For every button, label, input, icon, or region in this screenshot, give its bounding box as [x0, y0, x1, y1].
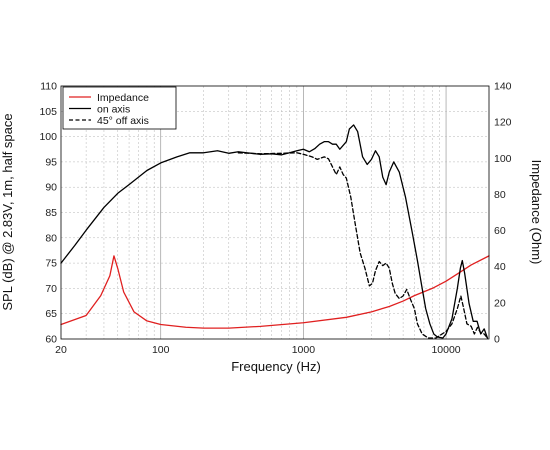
y-left-tick-label: 65 — [45, 308, 57, 320]
y-left-tick-label: 75 — [45, 258, 57, 270]
legend: Impedance on axis 45° off axis — [62, 86, 177, 130]
y-right-tick-label: 20 — [494, 297, 506, 309]
y-right-tick-label: 100 — [494, 153, 512, 165]
y-left-tick-label: 60 — [45, 334, 57, 346]
y-right-tick-labels: 0 20 40 60 80 100 120 140 — [494, 81, 512, 346]
legend-box — [62, 86, 177, 130]
legend-label-impedance: Impedance — [97, 92, 149, 104]
y-right-tick-label: 40 — [494, 261, 506, 273]
y-left-tick-label: 80 — [45, 232, 57, 244]
legend-label-off-axis: 45° off axis — [97, 115, 149, 127]
y-right-tick-label: 0 — [494, 334, 500, 346]
series-group — [60, 124, 490, 339]
y-right-tick-label: 80 — [494, 189, 506, 201]
x-tick-label: 1000 — [292, 344, 316, 356]
plot-frame — [60, 85, 490, 340]
y-right-tick-label: 120 — [494, 117, 512, 129]
x-tick-labels: 20 100 1000 10000 — [55, 344, 461, 356]
y-left-tick-label: 95 — [45, 156, 57, 168]
y-left-tick-label: 70 — [45, 283, 57, 295]
grid — [61, 86, 489, 339]
x-tick-label: 20 — [55, 344, 67, 356]
y-left-tick-label: 90 — [45, 182, 57, 194]
x-tick-label: 100 — [152, 344, 170, 356]
y-left-tick-label: 85 — [45, 207, 57, 219]
series-line-45-off-axis — [237, 152, 489, 339]
y-right-axis-title: Impedance (Ohm) — [529, 160, 544, 265]
y-right-tick-label: 140 — [494, 81, 512, 93]
series-line-on-axis — [60, 124, 489, 339]
y-left-axis-title: SPL (dB) @ 2.83V, 1m, half space — [0, 113, 15, 310]
x-tick-label: 10000 — [431, 344, 460, 356]
y-right-tick-label: 60 — [494, 225, 506, 237]
y-left-tick-label: 100 — [39, 131, 57, 143]
y-left-tick-label: 110 — [40, 81, 57, 93]
x-axis-title: Frequency (Hz) — [231, 359, 321, 374]
legend-label-on-axis: on axis — [97, 104, 130, 116]
y-left-tick-label: 105 — [39, 106, 57, 118]
y-left-tick-labels: 60 65 70 75 80 85 90 95 100 105 110 — [39, 81, 57, 346]
series-line-impedance — [60, 255, 490, 329]
